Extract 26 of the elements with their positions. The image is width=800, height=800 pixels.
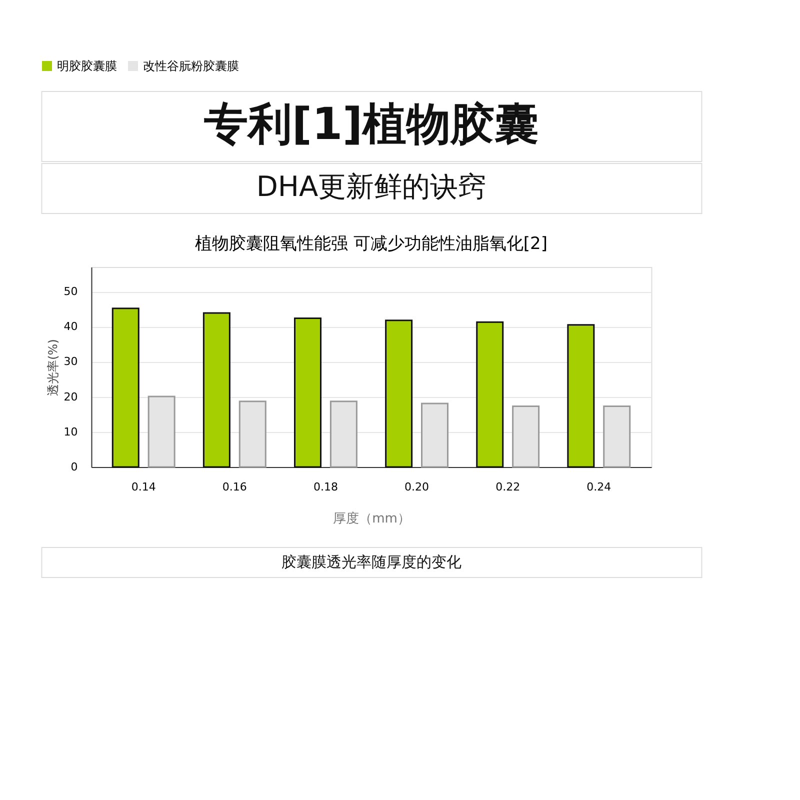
bar: [476, 321, 504, 468]
bar: [567, 324, 595, 468]
legend-label: 明胶胶囊膜: [57, 59, 117, 73]
x-axis-title: 厚度（mm）: [333, 510, 410, 526]
y-tick-label: 10: [64, 425, 78, 438]
y-tick-label: 0: [70, 460, 78, 474]
y-tick-label: 20: [64, 390, 78, 404]
x-tick-label: 0.18: [313, 480, 338, 494]
y-axis-title: 透光率(%): [46, 339, 60, 396]
bar: [385, 320, 413, 468]
x-tick-label: 0.20: [404, 480, 430, 494]
text: 植物胶囊阻氧性能强 可减少功能性油脂氧化[2]: [195, 234, 548, 254]
bar: [294, 317, 322, 468]
bar: [202, 312, 230, 468]
legend-label: 改性谷朊粉胶囊膜: [143, 59, 239, 73]
x-tick-label: 0.14: [131, 480, 156, 494]
x-tick-label: 0.22: [496, 480, 520, 494]
x-tick-label: 0.16: [222, 480, 247, 494]
y-tick-label: 30: [64, 355, 78, 368]
text: 胶囊膜透光率随厚度的变化: [281, 553, 462, 571]
chart-title: 专利[1]植物胶囊: [204, 99, 539, 150]
chart-subtitle: DHA更新鲜的诀窍: [256, 170, 486, 203]
y-tick-label: 40: [64, 320, 78, 334]
y-tick-label: 50: [64, 285, 78, 298]
bar: [112, 308, 140, 468]
x-tick-label: 0.24: [586, 480, 612, 494]
